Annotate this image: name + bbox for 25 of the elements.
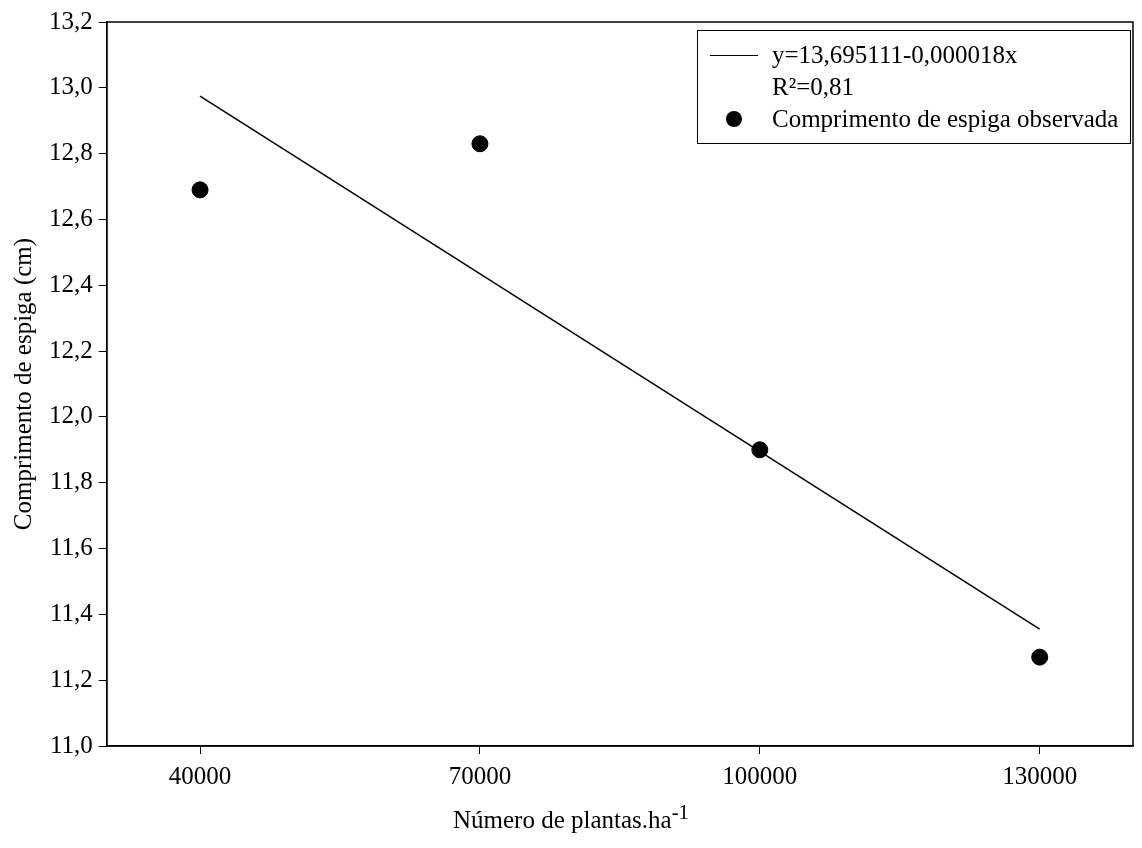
point: [191, 181, 209, 199]
y-tick-label: 12,6: [49, 204, 93, 232]
legend-label: Comprimento de espiga observada: [772, 105, 1119, 133]
y-tick-label: 12,2: [49, 335, 93, 363]
y-tick-label: 12,8: [49, 138, 93, 166]
point: [1031, 648, 1049, 666]
y-tick-label: 11,0: [49, 730, 93, 758]
x-axis-title: Número de plantas.ha$^{-1}$: [451, 800, 690, 835]
y-tick-label: 11,6: [49, 533, 93, 561]
x-tick-label: 70000: [448, 761, 512, 789]
legend-label: y=13,695111-0,000018x: [772, 41, 1018, 69]
point: [471, 135, 489, 153]
y-tick-label: 11,4: [49, 598, 94, 626]
point: [751, 441, 769, 459]
x-tick-label: 40000: [168, 761, 232, 789]
x-tick-label: 100000: [722, 761, 798, 789]
y-tick-label: 13,2: [49, 6, 93, 34]
y-tick-label: 12,0: [49, 401, 93, 429]
y-axis-title: Comprimento de espiga (cm): [8, 237, 37, 531]
y-tick-label: 12,4: [49, 269, 94, 297]
y-tick-label: 11,8: [49, 467, 93, 495]
x-tick-label: 130000: [1002, 761, 1078, 789]
y-tick-label: 13,0: [49, 72, 93, 100]
annotation: R²=0,81: [772, 73, 855, 101]
y-tick-label: 11,2: [49, 664, 93, 692]
